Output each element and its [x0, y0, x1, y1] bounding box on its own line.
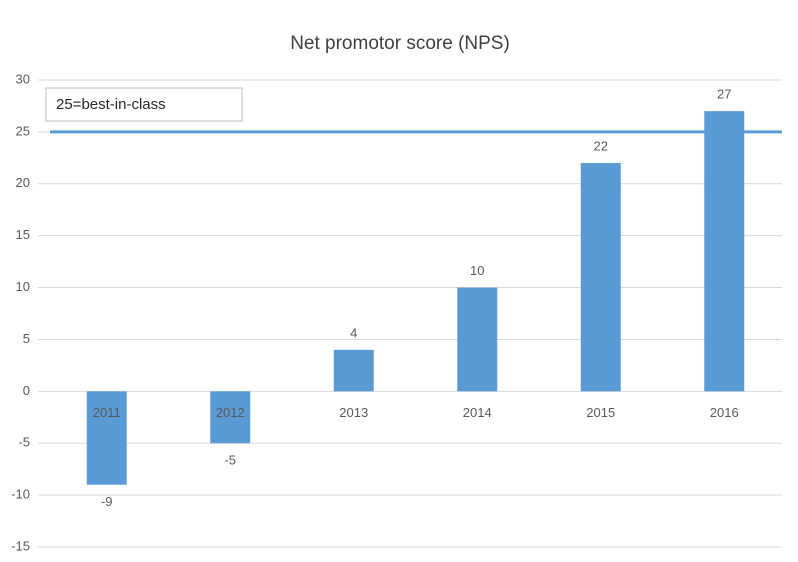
- y-tick-label: 25: [16, 123, 30, 138]
- data-label: -5: [224, 453, 236, 468]
- y-tick-label: -5: [18, 435, 30, 450]
- y-tick-label: -15: [11, 538, 30, 553]
- x-tick-label: 2016: [710, 405, 739, 420]
- data-label: 10: [470, 263, 484, 278]
- x-tick-label: 2013: [339, 405, 368, 420]
- y-tick-label: 15: [16, 227, 30, 242]
- x-tick-label: 2012: [216, 405, 245, 420]
- x-tick-label: 2011: [93, 405, 121, 420]
- bar: [457, 287, 498, 392]
- data-label: 22: [594, 138, 608, 153]
- data-label: 27: [717, 87, 731, 102]
- annotation-box: [45, 87, 243, 122]
- annotation-label: 25=best-in-class: [56, 96, 166, 113]
- y-tick-label: 30: [16, 71, 30, 86]
- bar: [580, 163, 621, 392]
- bar: [333, 349, 374, 392]
- y-tick-label: -10: [11, 487, 30, 502]
- bar: [210, 391, 251, 444]
- x-tick-label: 2015: [586, 405, 615, 420]
- y-tick-label: 20: [16, 175, 30, 190]
- chart-title: Net promotor score (NPS): [290, 33, 510, 54]
- data-label: -9: [101, 494, 113, 509]
- data-label: 4: [350, 325, 357, 340]
- y-tick-label: 5: [23, 331, 30, 346]
- y-tick-label: 0: [23, 383, 30, 398]
- x-tick-label: 2014: [463, 405, 492, 420]
- bar: [704, 111, 745, 392]
- bar: [86, 391, 127, 485]
- y-tick-label: 10: [16, 279, 30, 294]
